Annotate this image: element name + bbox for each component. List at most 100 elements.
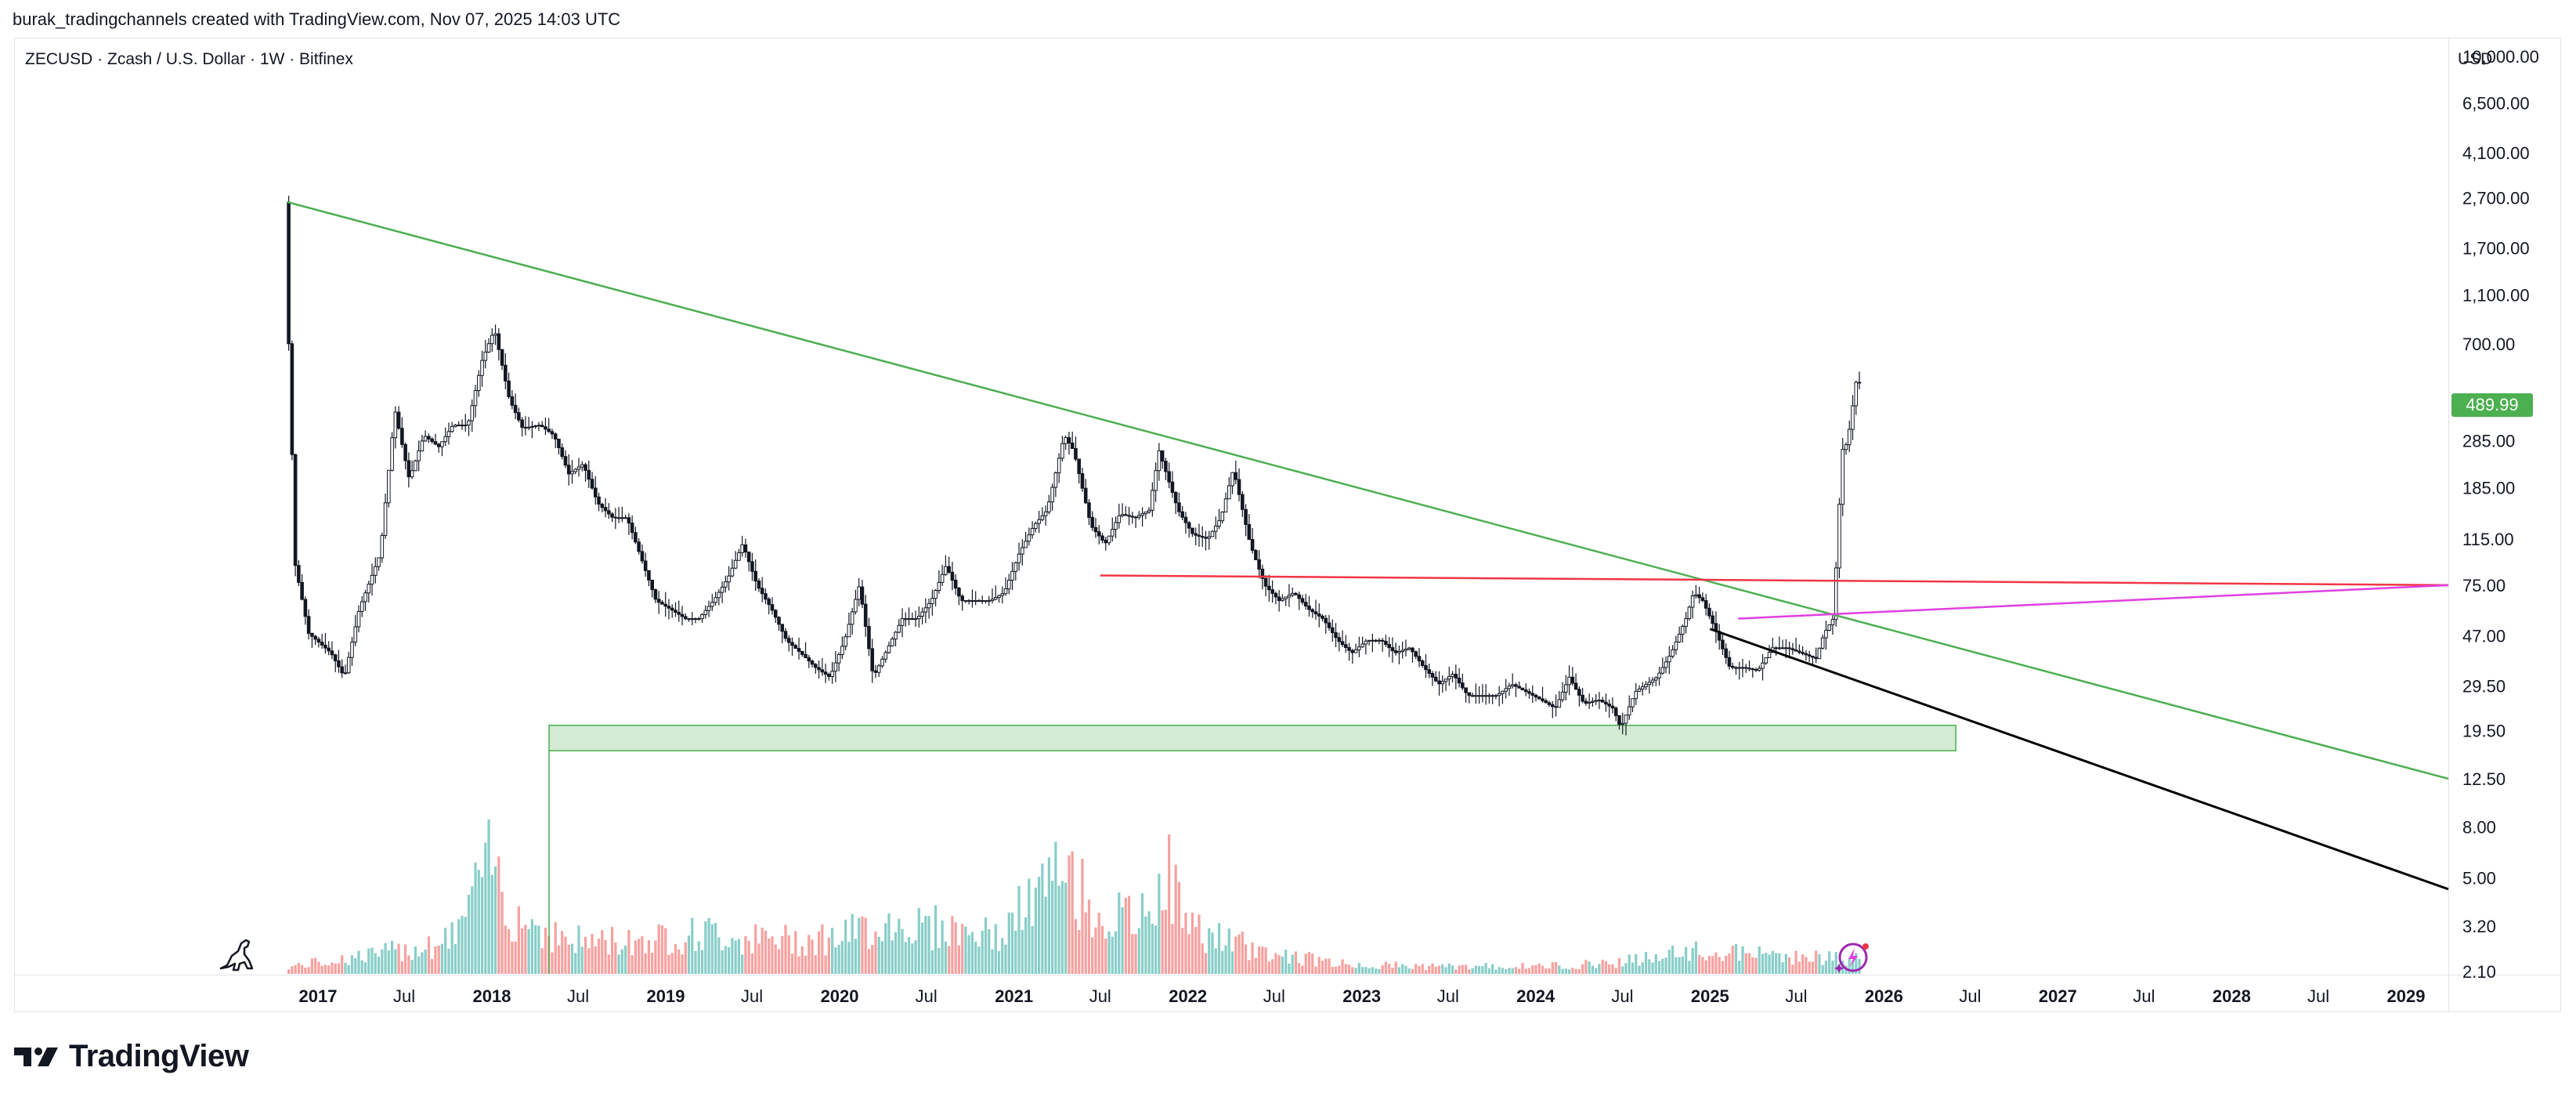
volume-bar <box>1404 965 1407 974</box>
candle-body <box>580 464 584 468</box>
volume-bar <box>787 935 790 974</box>
candle-body <box>1600 700 1605 703</box>
volume-bar <box>1498 967 1501 974</box>
tradingview-logo[interactable]: TradingView <box>14 1039 249 1074</box>
volume-bar <box>1010 912 1014 974</box>
candle-body <box>1814 657 1818 660</box>
chart-frame[interactable] <box>14 38 2561 1012</box>
candle-body <box>777 617 781 625</box>
dinosaur-icon[interactable] <box>218 937 257 973</box>
candle-body <box>1400 650 1405 653</box>
candle-body <box>1644 684 1648 688</box>
volume-bar <box>331 962 334 974</box>
volume-bar <box>1267 961 1270 974</box>
candle-body <box>1220 512 1225 522</box>
volume-bar <box>837 944 840 974</box>
volume-bar <box>1081 859 1084 974</box>
candle-body <box>1170 481 1175 493</box>
volume-bar <box>1574 968 1577 974</box>
candle-body <box>1130 516 1135 518</box>
volume-bar <box>634 940 638 974</box>
volume-bar <box>1171 924 1174 974</box>
candle-body <box>346 657 351 674</box>
volume-bar <box>1214 948 1217 974</box>
volume-bar <box>1024 917 1028 974</box>
volume-bar <box>554 921 557 974</box>
candle-body <box>1387 644 1391 649</box>
ai-sparkle-icon[interactable] <box>1834 940 1870 976</box>
candle-body <box>867 626 871 650</box>
candle-body <box>1617 715 1621 725</box>
candle-body <box>310 632 314 637</box>
volume-bar <box>1788 957 1791 974</box>
volume-bar <box>930 950 934 974</box>
volume-bar <box>1631 962 1635 974</box>
volume-bar <box>1751 957 1754 974</box>
volume-bar <box>347 964 350 974</box>
candle-body <box>953 580 958 589</box>
candle-body <box>1797 650 1801 653</box>
candle-body <box>1210 530 1215 537</box>
candle-body <box>823 671 828 675</box>
price-tick-label: 6,500.00 <box>2462 93 2530 113</box>
candle-body <box>594 487 598 498</box>
volume-bar <box>988 929 991 974</box>
volume-bar <box>440 943 444 974</box>
candle-body <box>1397 651 1401 653</box>
candle-body <box>833 662 838 672</box>
volume-bar <box>1401 964 1404 974</box>
candle-body <box>1417 656 1422 662</box>
symbol-title[interactable]: ZECUSD · Zcash / U.S. Dollar · 1W · Bitf… <box>25 50 353 68</box>
volume-bar <box>1421 964 1424 974</box>
currency-label[interactable]: USD <box>2458 50 2493 68</box>
candle-body <box>1510 684 1515 687</box>
candle-body <box>760 588 764 595</box>
candle-body <box>1173 491 1178 504</box>
volume-bar <box>1338 965 1341 974</box>
candle-body <box>313 635 317 640</box>
volume-bar <box>768 938 771 974</box>
volume-bar <box>587 948 591 974</box>
volume-bar <box>984 917 988 974</box>
volume-bar <box>1187 934 1190 974</box>
price-tick-label: 3.20 <box>2462 917 2496 936</box>
last-price-badge: 489.99 <box>2451 393 2533 417</box>
volume-bar <box>471 886 474 974</box>
candle-body <box>1570 676 1575 684</box>
volume-bar <box>607 954 610 974</box>
candle-body <box>1247 523 1252 541</box>
time-tick-label: 2028 <box>2213 986 2251 1006</box>
volume-bar <box>524 925 527 974</box>
volume-bar <box>1624 963 1628 974</box>
candle-body <box>1784 647 1788 650</box>
volume-bar <box>367 948 370 974</box>
candle-body <box>1514 684 1518 687</box>
volume-bar <box>1678 957 1681 974</box>
candle-body <box>1541 698 1545 701</box>
volume-bar <box>1208 928 1211 974</box>
candle-body <box>1573 682 1578 690</box>
candle-body <box>1093 526 1098 533</box>
candle-body <box>814 664 818 668</box>
candle-body <box>844 636 847 647</box>
volume-bar <box>1298 963 1301 974</box>
candle-body <box>1474 695 1478 697</box>
candle-body <box>1794 650 1798 652</box>
candle-body <box>377 557 381 567</box>
candle-body <box>1534 694 1538 698</box>
candle-body <box>950 571 955 581</box>
volume-bar <box>1688 961 1691 974</box>
candle-body <box>497 333 501 350</box>
volume-bar <box>880 941 884 974</box>
candle-body <box>470 405 475 422</box>
candle-body <box>1711 615 1714 624</box>
candle-body <box>1077 458 1081 475</box>
candle-body <box>1234 472 1238 480</box>
candle-body <box>640 551 645 562</box>
candle-body <box>870 648 875 671</box>
candle-body <box>1761 662 1765 669</box>
candle-layer <box>287 195 1862 736</box>
candle-body <box>1030 527 1035 536</box>
volume-bar <box>1818 953 1821 974</box>
